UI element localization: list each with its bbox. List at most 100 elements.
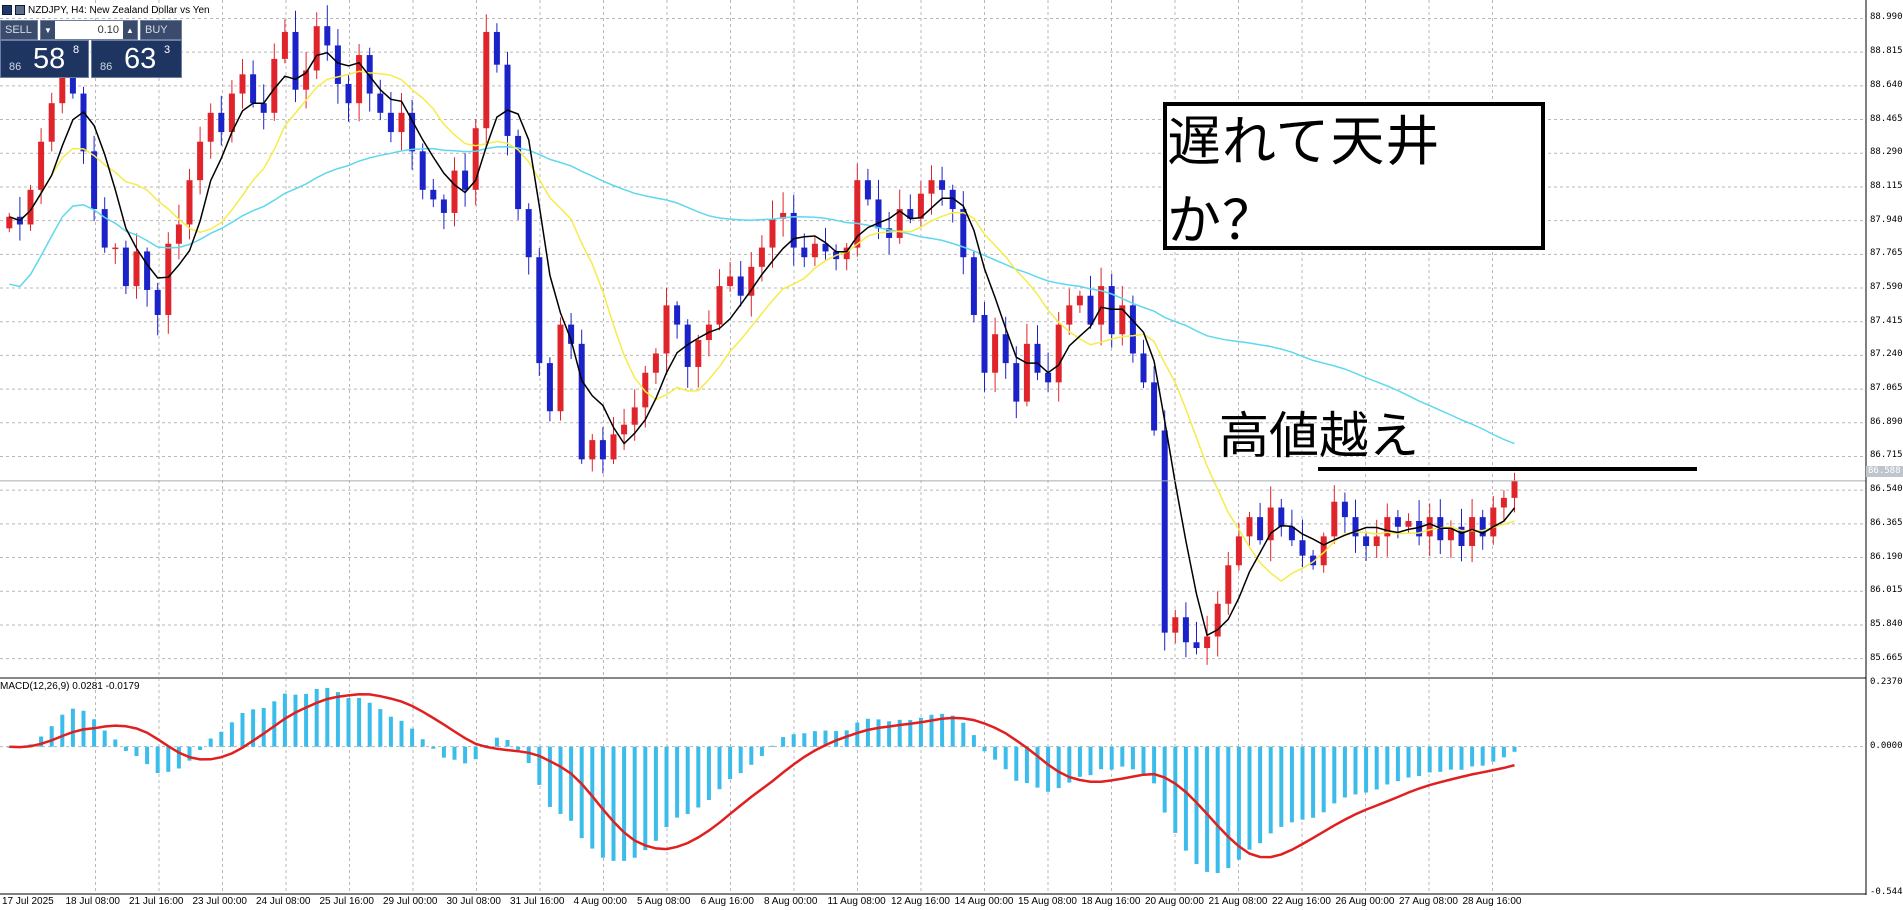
candle-body: [38, 141, 45, 190]
candle-body: [27, 189, 34, 225]
candle-body: [493, 31, 500, 65]
macd-axis-label: 0.0000: [1870, 740, 1903, 751]
macd-bar: [1417, 746, 1422, 777]
annotation-high-break: 高値越え: [1219, 407, 1419, 465]
price-candles: [6, 5, 1518, 665]
candle-body: [981, 314, 988, 373]
macd-bar: [1491, 746, 1496, 762]
macd-bar: [812, 731, 817, 747]
sell-button[interactable]: SELL: [0, 20, 38, 40]
candle-body: [1193, 642, 1200, 649]
macd-axis-label: 0.2370: [1870, 677, 1903, 687]
macd-bar: [759, 746, 764, 756]
candle-body: [1055, 324, 1062, 383]
candle-body: [917, 193, 924, 219]
macd-bar: [155, 746, 160, 774]
macd-bar: [706, 746, 711, 800]
chart-title: NZDJPY, H4: New Zealand Dollar vs Yen: [28, 4, 210, 16]
sell-price-button[interactable]: 86 58 8: [0, 40, 89, 78]
macd-bar: [1385, 746, 1390, 785]
candle-body: [334, 45, 341, 84]
increase-lot-icon[interactable]: ▲: [123, 21, 137, 39]
candle-body: [419, 151, 426, 190]
macd-bar: [1014, 746, 1019, 781]
candle-body: [356, 55, 363, 104]
candle-body: [992, 334, 999, 373]
candle-body: [1394, 517, 1401, 527]
macd-bar: [1342, 746, 1347, 798]
buy-price-button[interactable]: 86 63 3: [91, 40, 182, 78]
time-axis-label: 20 Aug 00:00: [1145, 896, 1204, 907]
candle-body: [1352, 517, 1359, 537]
candle-body: [6, 216, 13, 229]
macd-bar: [1353, 746, 1358, 795]
macd-bar: [1109, 746, 1114, 770]
decrease-lot-icon[interactable]: ▼: [41, 21, 55, 39]
macd-bar: [187, 746, 192, 761]
candle-body: [472, 128, 479, 190]
macd-bar: [1152, 746, 1157, 784]
macd-bar: [1046, 746, 1051, 792]
lot-size-field[interactable]: ▼ 0.10 ▲: [40, 20, 138, 40]
macd-bar: [569, 746, 574, 821]
macd-bar: [844, 730, 849, 747]
price-axis-label: 87.940: [1870, 214, 1903, 225]
buy-price-pip: 3: [164, 44, 171, 56]
macd-bar: [664, 746, 669, 828]
time-axis-label: 11 Aug 08:00: [827, 896, 886, 907]
macd-bar: [1448, 746, 1453, 770]
macd-bar: [1099, 746, 1104, 770]
candle-body: [695, 340, 702, 367]
candle-body: [292, 31, 299, 90]
candle-body: [525, 209, 532, 258]
macd-bar: [537, 746, 542, 785]
macd-bar: [781, 737, 786, 747]
macd-bar: [229, 722, 234, 747]
macd-bar: [971, 735, 976, 747]
macd-bar: [431, 746, 436, 749]
candle-body: [939, 180, 946, 190]
macd-bar: [208, 738, 213, 747]
time-axis-label: 21 Aug 08:00: [1208, 896, 1268, 907]
macd-bar: [49, 726, 54, 747]
candle-body: [1076, 295, 1083, 306]
candle-body: [144, 251, 151, 290]
macd-bar: [92, 719, 97, 747]
macd-bar: [738, 746, 743, 774]
price-axis-label: 85.665: [1870, 652, 1903, 663]
buy-button[interactable]: BUY: [140, 20, 182, 40]
macd-bar: [865, 718, 870, 747]
macd-bar: [1173, 746, 1178, 833]
candle-body: [557, 324, 564, 412]
candle-body: [1458, 526, 1465, 547]
macd-bar: [961, 722, 966, 747]
macd-bar: [643, 746, 648, 851]
candle-body: [1098, 286, 1105, 325]
chart-menu-icon[interactable]: [2, 5, 12, 15]
candle-body: [1310, 555, 1317, 566]
candle-body: [546, 363, 553, 412]
macd-bar: [388, 716, 393, 747]
macd-bar: [1332, 746, 1337, 804]
candle-body: [748, 266, 755, 296]
macd-bar: [791, 734, 796, 747]
candle-body: [1204, 636, 1211, 649]
candle-body: [1426, 517, 1433, 537]
macd-bar: [441, 746, 446, 758]
annotation-box: 遅れて天井か？: [1163, 102, 1545, 252]
macd-bar: [950, 715, 955, 747]
macd-bar: [1289, 746, 1294, 823]
candle-body: [737, 276, 744, 296]
macd-bar: [272, 701, 277, 747]
macd-bar: [176, 746, 181, 769]
trade-panel-toggle-icon[interactable]: [15, 5, 25, 15]
candle-body: [621, 424, 628, 435]
one-click-trading-panel: SELL ▼ 0.10 ▲ BUY 86 58 8 86 63 3: [0, 20, 182, 78]
lot-size-value[interactable]: 0.10: [97, 24, 119, 36]
macd-bar: [1236, 746, 1241, 860]
candle-body: [228, 93, 235, 133]
macd-bar: [600, 746, 605, 858]
candle-body: [101, 209, 108, 248]
macd-bar: [113, 739, 118, 747]
